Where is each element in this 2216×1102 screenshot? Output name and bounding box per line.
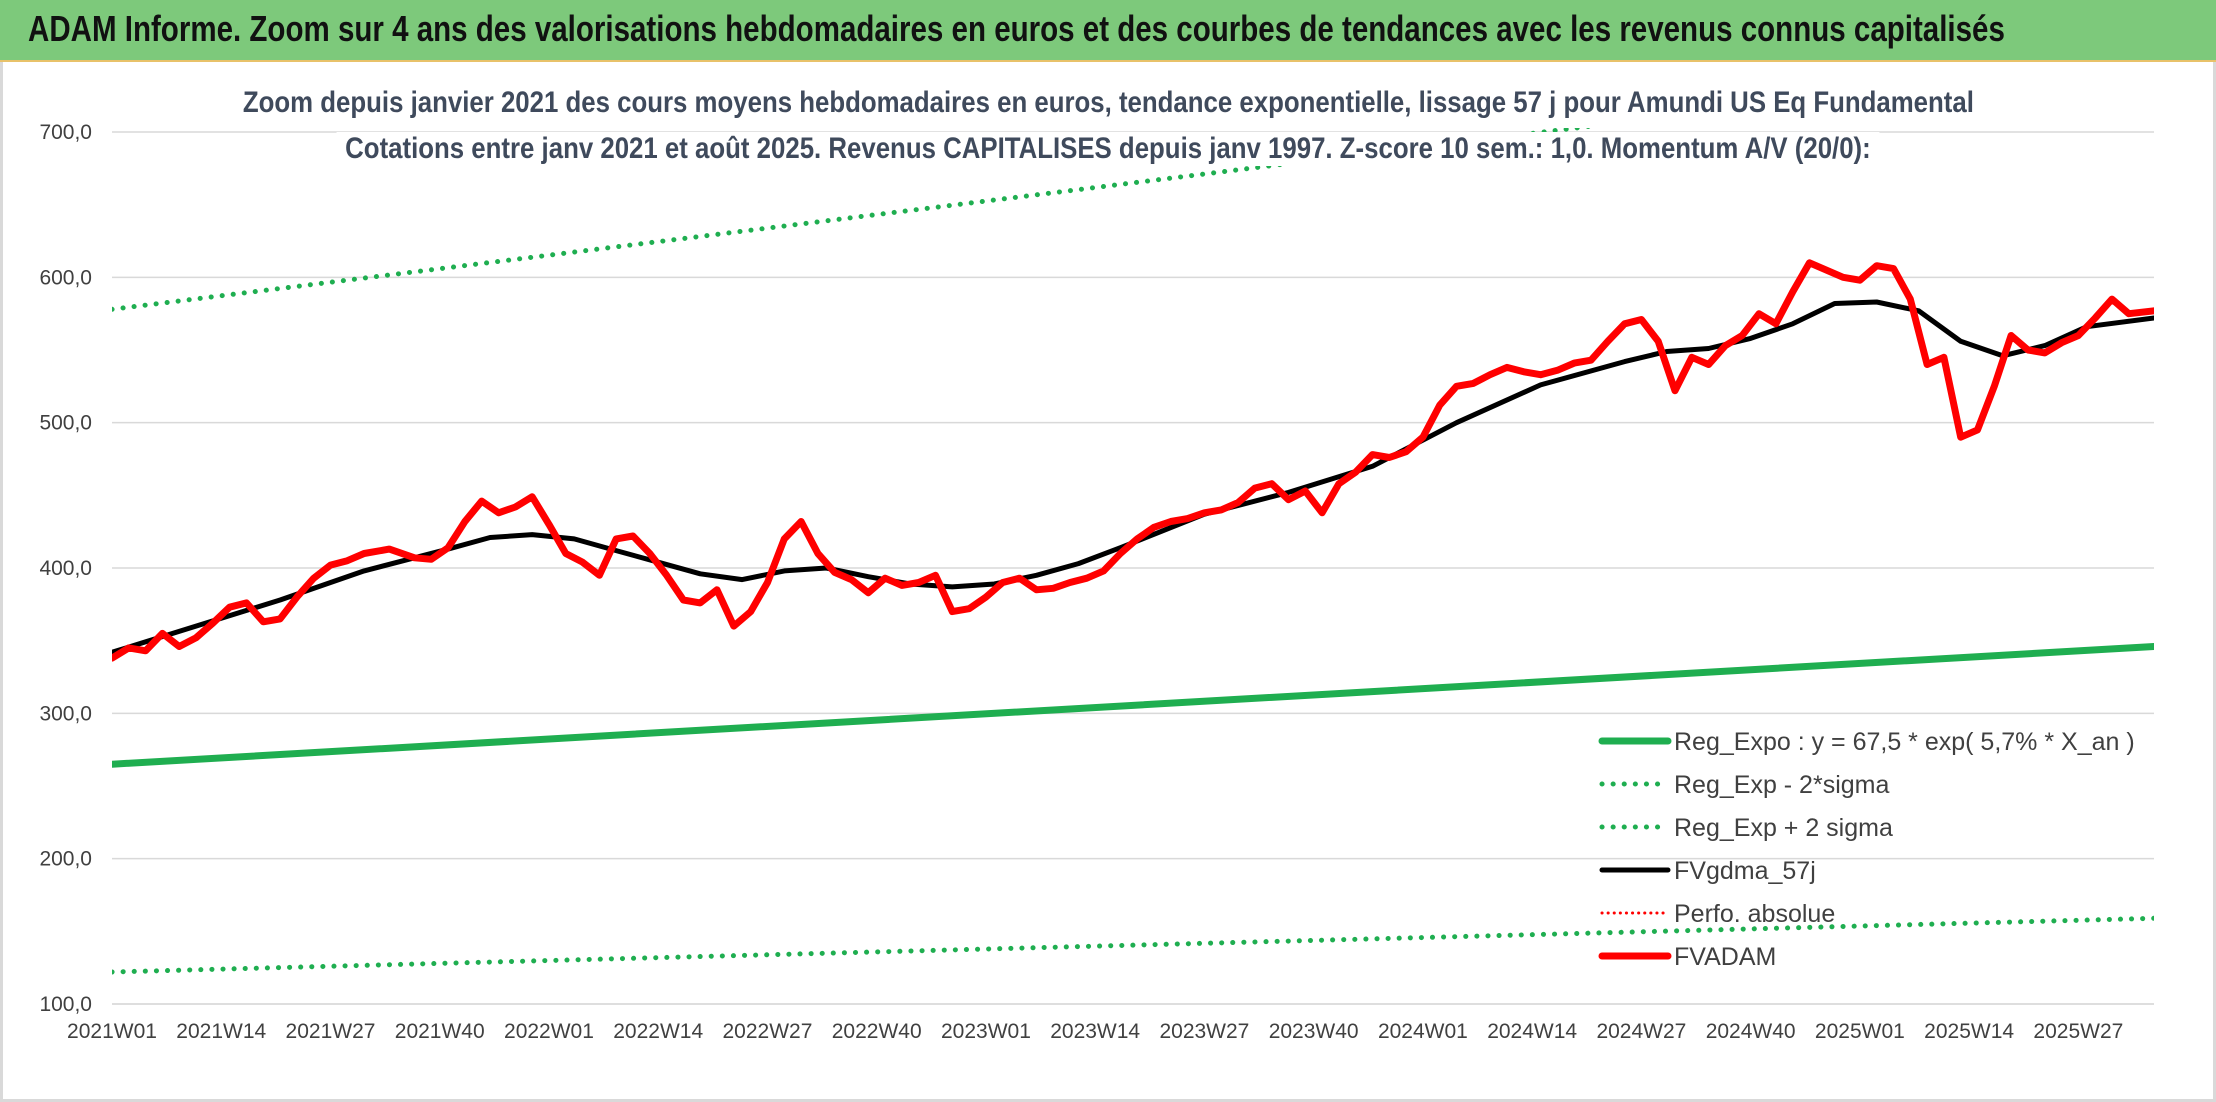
x-tick-label: 2024W14 bbox=[1487, 1020, 1577, 1043]
x-tick-label: 2025W01 bbox=[1815, 1020, 1905, 1043]
x-tick-label: 2021W40 bbox=[395, 1020, 485, 1043]
legend-label: Reg_Exp + 2 sigma bbox=[1674, 814, 1893, 842]
title-banner: ADAM Informe. Zoom sur 4 ans des valoris… bbox=[0, 0, 2216, 62]
series-line-dotted-green bbox=[112, 915, 2154, 975]
x-tick-label: 2021W27 bbox=[286, 1020, 376, 1043]
x-tick-label: 2022W01 bbox=[504, 1020, 594, 1043]
legend-label: Reg_Exp - 2*sigma bbox=[1674, 771, 1889, 799]
series-line-solid-red bbox=[112, 259, 2154, 662]
y-tick-label: 300,0 bbox=[39, 702, 92, 725]
chart-title: Zoom depuis janvier 2021 des cours moyen… bbox=[0, 86, 2216, 120]
series-layer bbox=[112, 128, 2154, 975]
x-tick-label: 2023W40 bbox=[1269, 1020, 1359, 1043]
series-line-dotted-green bbox=[112, 128, 1597, 312]
x-tick-label: 2024W01 bbox=[1378, 1020, 1468, 1043]
y-tick-label: 600,0 bbox=[39, 266, 92, 289]
page-title: ADAM Informe. Zoom sur 4 ans des valoris… bbox=[28, 8, 2005, 49]
chart-title-text: Zoom depuis janvier 2021 des cours moyen… bbox=[233, 86, 1983, 120]
x-tick-label: 2024W40 bbox=[1706, 1020, 1796, 1043]
chart-subtitle-text: Cotations entre janv 2021 et août 2025. … bbox=[336, 132, 1880, 166]
grid-layer bbox=[112, 131, 2154, 1005]
chart-subtitle: Cotations entre janv 2021 et août 2025. … bbox=[0, 132, 2216, 166]
legend: Reg_Expo : y = 67,5 * exp( 5,7% * X_an )… bbox=[1598, 728, 2135, 971]
x-tick-label: 2023W27 bbox=[1159, 1020, 1249, 1043]
legend-label: Perfo. absolue bbox=[1674, 900, 1835, 928]
x-tick-label: 2022W27 bbox=[723, 1020, 813, 1043]
x-tick-label: 2022W40 bbox=[832, 1020, 922, 1043]
y-tick-label: 500,0 bbox=[39, 412, 92, 435]
legend-label: FVADAM bbox=[1674, 943, 1776, 971]
y-tick-label: 100,0 bbox=[39, 993, 92, 1016]
x-tick-label: 2021W14 bbox=[176, 1020, 266, 1043]
x-tick-label: 2024W27 bbox=[1596, 1020, 1686, 1043]
y-tick-label: 700,0 bbox=[39, 121, 92, 144]
chart-frame bbox=[0, 62, 2216, 1102]
x-tick-label: 2023W14 bbox=[1050, 1020, 1140, 1043]
legend-label: Reg_Expo : y = 67,5 * exp( 5,7% * X_an ) bbox=[1674, 728, 2135, 756]
x-tick-label: 2021W01 bbox=[67, 1020, 157, 1043]
x-tick-label: 2022W14 bbox=[613, 1020, 703, 1043]
axis-layer: 100,0 200,0 300,0 400,0 500,0 600,0 700,0 2021W… bbox=[39, 121, 2154, 1043]
series-line-solid-green bbox=[112, 643, 2154, 768]
series-line-solid-black bbox=[112, 299, 2154, 655]
y-tick-label: 200,0 bbox=[39, 848, 92, 871]
x-tick-label: 2025W14 bbox=[1924, 1020, 2014, 1043]
x-tick-label: 2023W01 bbox=[941, 1020, 1031, 1043]
legend-label: FVgdma_57j bbox=[1674, 857, 1816, 885]
x-tick-label: 2025W27 bbox=[2033, 1020, 2123, 1043]
y-tick-label: 400,0 bbox=[39, 557, 92, 580]
